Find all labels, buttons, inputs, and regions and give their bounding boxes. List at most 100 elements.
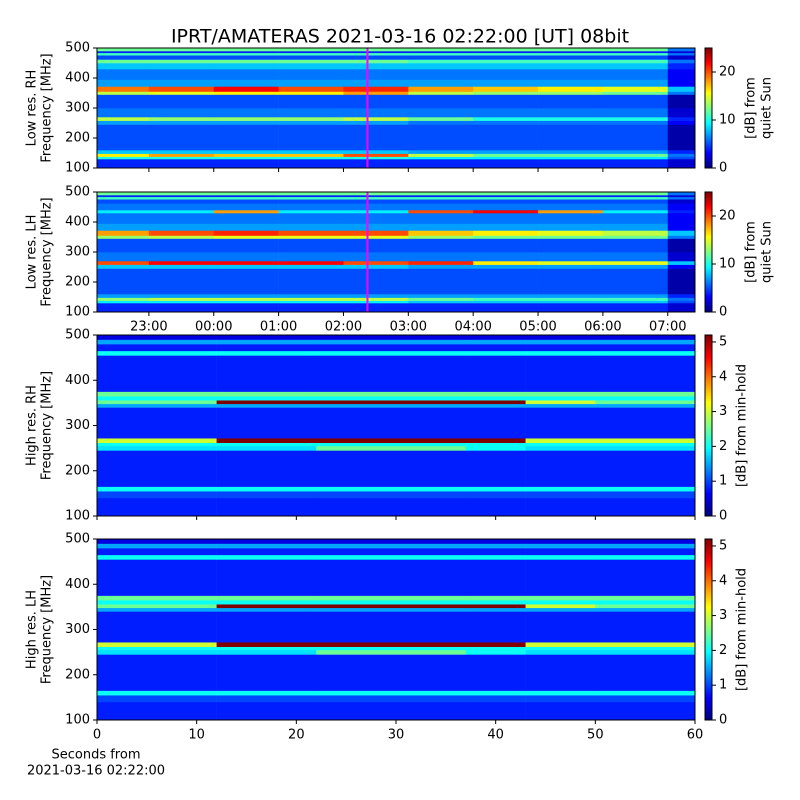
spectrogram-cell — [213, 294, 279, 298]
y-axis-label: Frequency [MHz] — [40, 575, 55, 684]
spectrogram-cell — [97, 355, 217, 392]
spectrogram-cell — [97, 117, 150, 121]
spectrogram-cell — [97, 264, 150, 269]
spectrogram-cell — [473, 91, 539, 95]
spectrogram-cell — [97, 210, 150, 214]
spectrogram-cell — [148, 94, 215, 109]
colorbar-tick-label: 2 — [719, 439, 727, 454]
spectrogram-cell — [595, 491, 696, 499]
spectrogram-cell — [216, 539, 317, 544]
spectrogram-cell — [667, 195, 696, 198]
spectrogram-cell — [216, 649, 317, 655]
spectrogram-cell — [667, 199, 696, 204]
spectrogram-cell — [97, 238, 150, 253]
colorbar-tick-label: 2 — [719, 643, 727, 658]
spectrogram-cell — [667, 86, 696, 92]
spectrogram-cell — [216, 335, 317, 340]
spectrogram-cell — [538, 230, 604, 236]
spectrogram-cell — [213, 117, 279, 121]
spectrogram-cell — [602, 79, 669, 87]
spectrogram-cell — [538, 297, 604, 301]
spectrogram-cell — [278, 55, 344, 60]
spectrogram-cell — [213, 153, 279, 157]
colorbar-label: quiet Sun — [760, 77, 775, 139]
spectrogram-cell — [213, 297, 279, 301]
spectrogram-cell — [408, 94, 474, 109]
spectrogram-cell — [278, 213, 344, 224]
spectrogram-cell — [316, 539, 467, 544]
spectrogram-cell — [278, 79, 344, 87]
spectrogram-cell — [538, 213, 604, 224]
spectrogram-cell — [595, 543, 696, 549]
spectrogram-cell — [343, 235, 409, 239]
spectrogram-cell — [216, 339, 317, 345]
spectrogram-cell — [316, 607, 467, 612]
spectrogram-cell — [343, 124, 409, 151]
spectrogram-cell — [602, 297, 669, 301]
spectrogram-cell — [316, 396, 467, 401]
spectrogram-cell — [538, 196, 604, 200]
spectrogram-cell — [316, 554, 467, 560]
spectrogram-cell — [97, 303, 150, 313]
spectrogram-cell — [316, 548, 467, 556]
spectrogram-cell — [473, 199, 539, 204]
spectrogram-cell — [97, 79, 150, 87]
spectrogram-cell — [97, 51, 150, 54]
spectrogram-cell — [216, 595, 317, 601]
colorbar-tick-label: 10 — [719, 113, 736, 128]
colorbar-tick-label: 20 — [719, 65, 736, 80]
spectrogram-cell — [343, 195, 409, 198]
spectrogram-cell — [316, 654, 467, 691]
x-tick-label: 04:00 — [454, 320, 491, 335]
spectrogram-cell — [538, 303, 604, 313]
spectrogram-cell — [602, 300, 669, 304]
spectrogram-cell — [148, 294, 215, 298]
spectrogram-cell — [216, 407, 317, 439]
spectrogram-cell — [316, 400, 467, 405]
spectrogram-cell — [538, 150, 604, 154]
spectrogram-cell — [465, 339, 526, 345]
spectrogram-cell — [216, 486, 317, 492]
spectrogram-cell — [525, 350, 596, 356]
spectrogram-cell — [595, 654, 696, 691]
spectrogram-cell — [538, 108, 604, 118]
spectrogram-cell — [148, 159, 215, 169]
spectrogram-cell — [216, 450, 317, 487]
spectrogram-cell — [602, 51, 669, 54]
spectrogram-cell — [408, 108, 474, 118]
spectrogram-cell — [595, 350, 696, 356]
spectrogram-cell — [667, 94, 696, 109]
x-tick-label: 01:00 — [260, 320, 297, 335]
spectrogram-cell — [97, 539, 217, 544]
spectrogram-cell — [408, 52, 474, 56]
spectrogram-cell — [538, 153, 604, 157]
spectrogram-cell — [148, 69, 215, 80]
spectrogram-cell — [465, 649, 526, 655]
spectrogram-cell — [465, 695, 526, 703]
spectrogram-cell — [316, 690, 467, 696]
spectrogram-cell — [216, 491, 317, 499]
spectrogram-cell — [213, 86, 279, 92]
spectrogram-cell — [667, 156, 696, 160]
spectrogram-cell — [97, 297, 150, 301]
spectrogram-cell — [216, 600, 317, 605]
spectrogram-cell — [473, 156, 539, 160]
colorbar-tick-label: 0 — [719, 713, 727, 728]
spectrogram-cell — [465, 355, 526, 392]
spectrogram-cell — [465, 403, 526, 408]
y-tick-label: 300 — [65, 622, 90, 637]
spectrogram-cell — [213, 69, 279, 80]
spectrogram-cell — [602, 69, 669, 80]
spectrogram-cell — [465, 497, 526, 517]
spectrogram-cell — [408, 120, 474, 125]
spectrogram-cell — [465, 604, 526, 609]
spectrogram-cell — [343, 91, 409, 95]
spectrogram-cell — [343, 268, 409, 295]
spectrogram-cell — [148, 86, 215, 92]
spectrogram-cell — [278, 235, 344, 239]
spectrogram-cell — [465, 701, 526, 721]
spectrogram-cell — [408, 59, 474, 64]
y-tick-label: 500 — [65, 41, 90, 56]
spectrogram-cell — [667, 63, 696, 70]
x-axis-label: 2021-03-16 02:22:00 — [27, 764, 165, 779]
